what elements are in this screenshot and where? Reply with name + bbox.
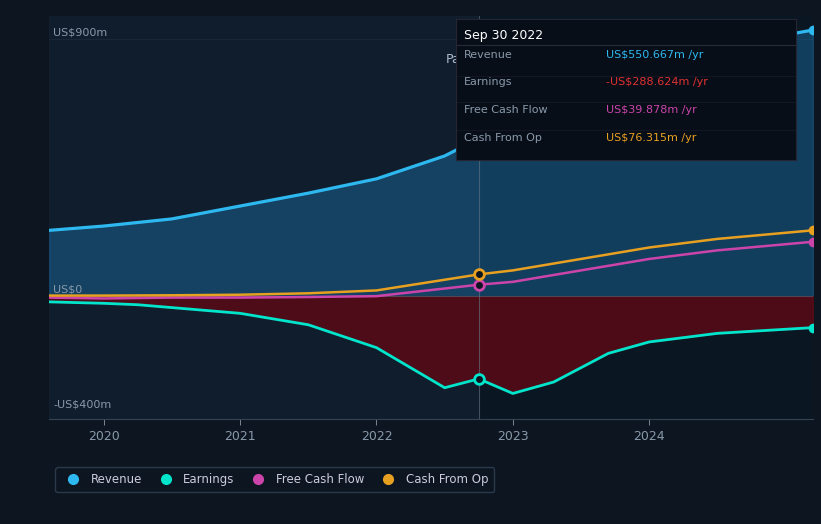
Text: Free Cash Flow: Free Cash Flow (464, 105, 548, 115)
Bar (49, 16, 479, 419)
Text: US$0: US$0 (53, 285, 83, 294)
Text: US$900m: US$900m (53, 27, 108, 37)
Text: Past: Past (446, 53, 472, 66)
Text: Cash From Op: Cash From Op (464, 133, 542, 143)
Text: US$39.878m /yr: US$39.878m /yr (606, 105, 696, 115)
Text: US$550.667m /yr: US$550.667m /yr (606, 50, 703, 60)
Text: Revenue: Revenue (464, 50, 513, 60)
Text: -US$288.624m /yr: -US$288.624m /yr (606, 77, 708, 87)
Text: -US$400m: -US$400m (53, 399, 112, 409)
Legend: Revenue, Earnings, Free Cash Flow, Cash From Op: Revenue, Earnings, Free Cash Flow, Cash … (55, 467, 494, 492)
Text: Earnings: Earnings (464, 77, 512, 87)
Bar (479, 16, 813, 419)
Text: Sep 30 2022: Sep 30 2022 (464, 29, 544, 42)
Text: US$76.315m /yr: US$76.315m /yr (606, 133, 696, 143)
Text: Analysts Forecasts: Analysts Forecasts (489, 53, 606, 66)
